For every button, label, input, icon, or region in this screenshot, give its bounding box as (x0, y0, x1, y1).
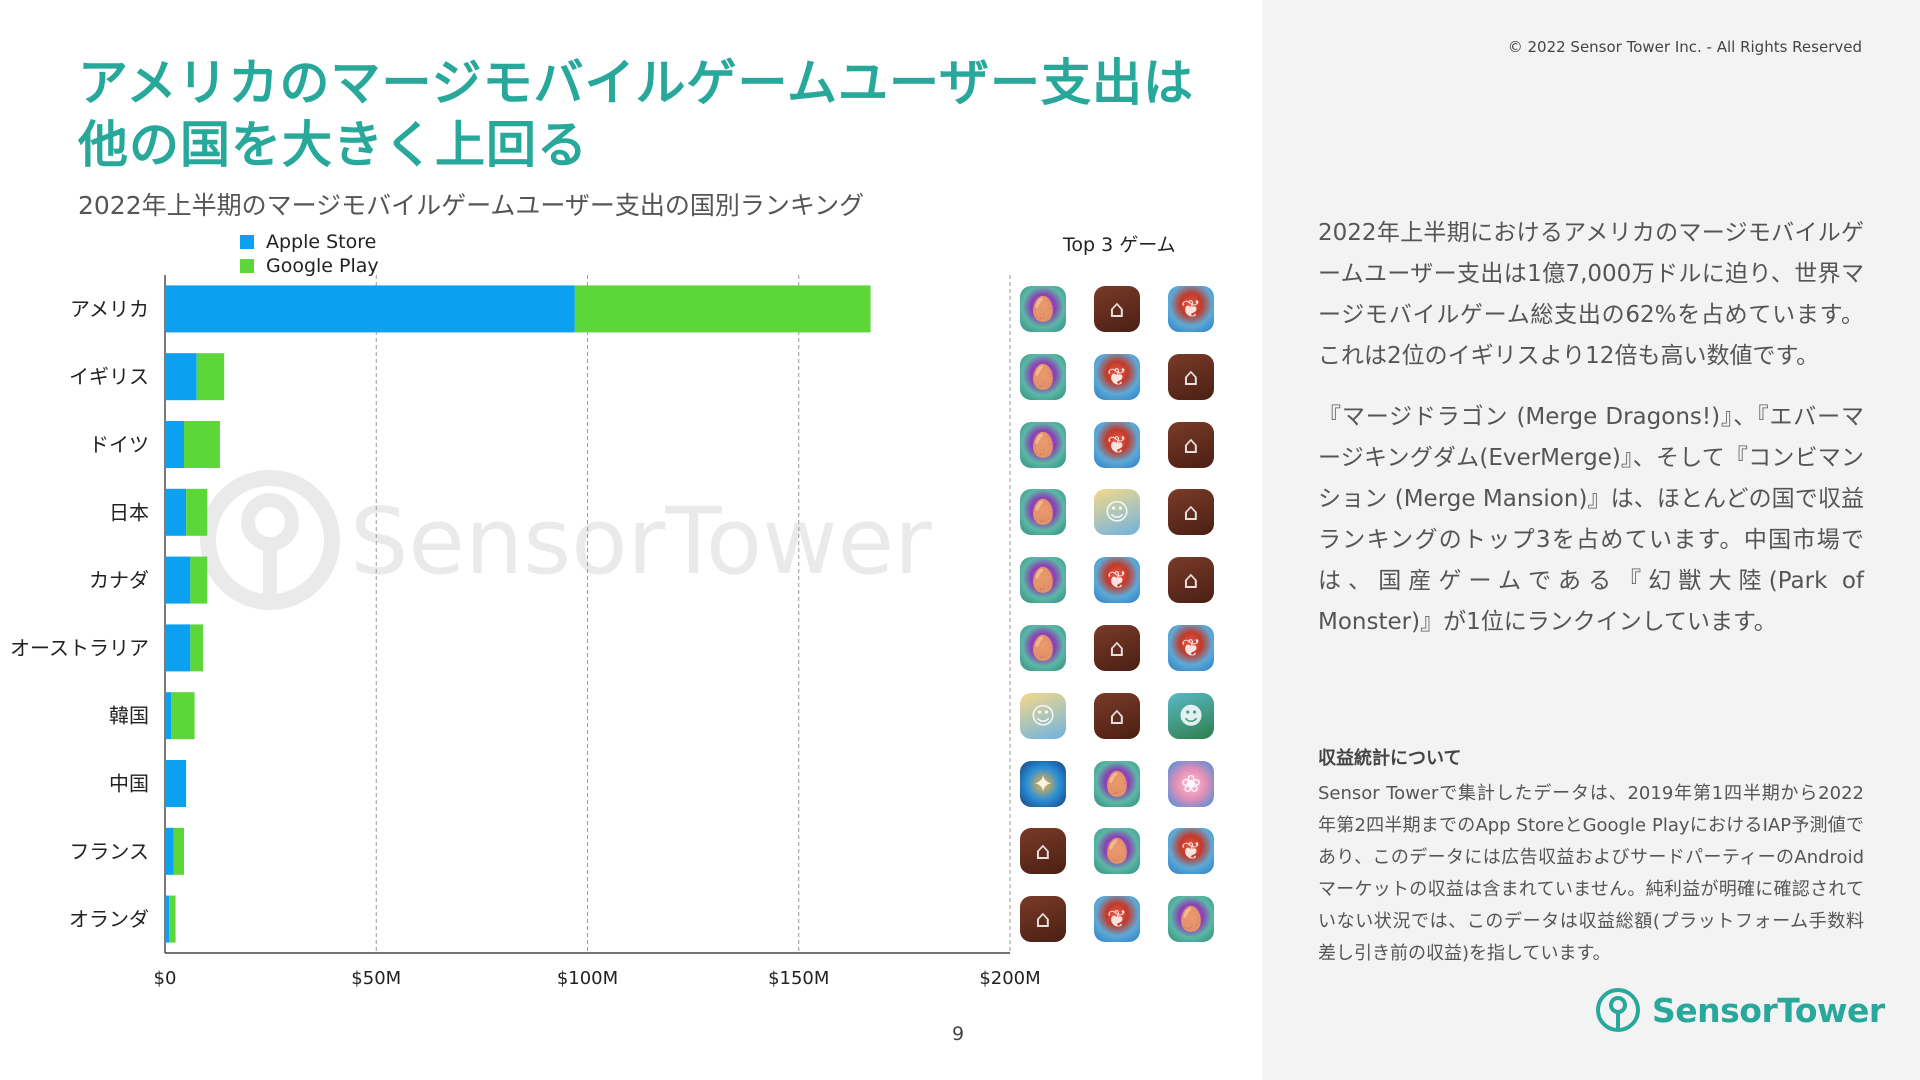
bar-google (574, 285, 871, 333)
note-heading: 収益統計について (1318, 748, 1462, 769)
bar-google (169, 895, 176, 943)
bar-apple (165, 421, 185, 468)
merge-mansion-icon: ⌂ (1168, 557, 1214, 604)
page-number: 9 (952, 1023, 965, 1045)
merge-dragons-icon: 🥚 (1168, 896, 1214, 943)
x-tick-label: $200M (979, 968, 1040, 989)
category-label: フランス (69, 839, 149, 863)
category-label: 韓国 (109, 704, 149, 728)
bar-google (190, 624, 204, 672)
bar-apple (165, 624, 191, 672)
category-label: オランダ (69, 907, 149, 931)
merge-dragons-icon: 🥚 (1094, 760, 1140, 807)
merge-dragons-icon: 🥚 (1020, 625, 1066, 671)
bar-apple (165, 285, 575, 333)
merge-mansion-icon: ⌂ (1168, 353, 1214, 400)
merge-mansion-icon: ⌂ (1020, 896, 1066, 943)
body-text: 2022年上半期におけるアメリカのマージモバイルゲームユーザー支出は1億7,00… (1318, 213, 1864, 663)
bar-apple (165, 692, 172, 740)
bar-apple (165, 556, 191, 604)
legend-label-google: Google Play (266, 255, 379, 277)
copyright: © 2022 Sensor Tower Inc. - All Rights Re… (1507, 38, 1862, 56)
merge-mansion-icon: ⌂ (1168, 489, 1214, 536)
category-label: 日本 (109, 500, 149, 524)
wonderland-icon: ☺ (1094, 489, 1140, 536)
bar-google (186, 488, 208, 536)
park-of-monster-icon: ✦ (1020, 760, 1066, 807)
x-tick-label: $0 (154, 968, 177, 989)
cute-pig-icon: ❀ (1168, 760, 1214, 807)
legend-label-apple: Apple Store (266, 231, 377, 253)
merge-mansion-icon: ⌂ (1094, 692, 1140, 739)
x-tick-label: $50M (351, 968, 401, 989)
merge-dragons-icon: 🥚 (1020, 489, 1066, 536)
evermerge-icon: ❦ (1168, 286, 1214, 332)
legend-item-apple: Apple Store (240, 230, 379, 254)
x-tick-label: $150M (768, 968, 829, 989)
evermerge-icon: ❦ (1094, 421, 1140, 468)
note-text: Sensor Towerで集計したデータは、2019年第1四半期から2022年第… (1318, 783, 1864, 964)
brand-name: SensorTower (1652, 990, 1885, 1030)
wonderland-icon: ☺ (1020, 692, 1066, 739)
top3-header: Top 3 ゲーム (1063, 234, 1176, 256)
chart-legend: Apple Store Google Play (240, 230, 379, 278)
page-title: アメリカのマージモバイルゲームユーザー支出は他の国を大きく上回る (78, 54, 1194, 174)
bar-google (171, 692, 195, 740)
category-label: 中国 (109, 772, 149, 796)
bar-google (196, 353, 225, 401)
merge-mansion-icon: ⌂ (1094, 286, 1140, 332)
category-label: アメリカ (70, 297, 149, 321)
side-panel: © 2022 Sensor Tower Inc. - All Rights Re… (1262, 0, 1920, 1080)
category-label: イギリス (69, 365, 149, 389)
body-paragraph-1: 2022年上半期におけるアメリカのマージモバイルゲームユーザー支出は1億7,00… (1318, 220, 1864, 369)
category-label: カナダ (89, 568, 149, 592)
merge-mansion-icon: ⌂ (1020, 828, 1066, 875)
category-label: ドイツ (89, 433, 149, 457)
merge-dragons-icon: 🥚 (1020, 353, 1066, 400)
bar-apple (165, 760, 187, 807)
legend-item-google: Google Play (240, 254, 379, 278)
merge-dragons-icon: 🥚 (1020, 557, 1066, 604)
bar-apple (165, 353, 197, 401)
merge-dragons-icon: 🥚 (1020, 421, 1066, 468)
evermerge-icon: ❦ (1168, 828, 1214, 875)
sensor-tower-logo-icon (1596, 988, 1640, 1032)
body-paragraph-2: 『マージドラゴン (Merge Dragons!)』、『エバーマージキングダム(… (1318, 404, 1864, 635)
merge-dragons-icon: 🥚 (1020, 286, 1066, 332)
brand-logo: SensorTower (1594, 986, 1885, 1034)
evermerge-icon: ❦ (1094, 557, 1140, 604)
evermerge-icon: ❦ (1168, 625, 1214, 671)
legend-swatch-google (240, 259, 254, 273)
bar-google (184, 421, 220, 468)
evermerge-icon: ❦ (1094, 353, 1140, 400)
evermerge-icon: ❦ (1094, 896, 1140, 943)
merge-mansion-icon: ⌂ (1094, 625, 1140, 671)
bar-apple (165, 895, 170, 943)
merge-dragons-icon: 🥚 (1094, 828, 1140, 875)
bar-google (190, 556, 208, 604)
chart-subtitle: 2022年上半期のマージモバイルゲームユーザー支出の国別ランキング (78, 191, 865, 220)
merge-mansion-icon: ⌂ (1168, 421, 1214, 468)
merge-adventure-icon: ☻ (1168, 692, 1214, 739)
legend-swatch-apple (240, 235, 254, 249)
bar-apple (165, 488, 187, 536)
category-label: オーストラリア (10, 636, 149, 660)
slide-main: アメリカのマージモバイルゲームユーザー支出は他の国を大きく上回る 2022年上半… (10, 54, 1214, 1045)
bar-google (173, 827, 185, 875)
bar-apple (165, 827, 174, 875)
x-tick-label: $100M (557, 968, 618, 989)
